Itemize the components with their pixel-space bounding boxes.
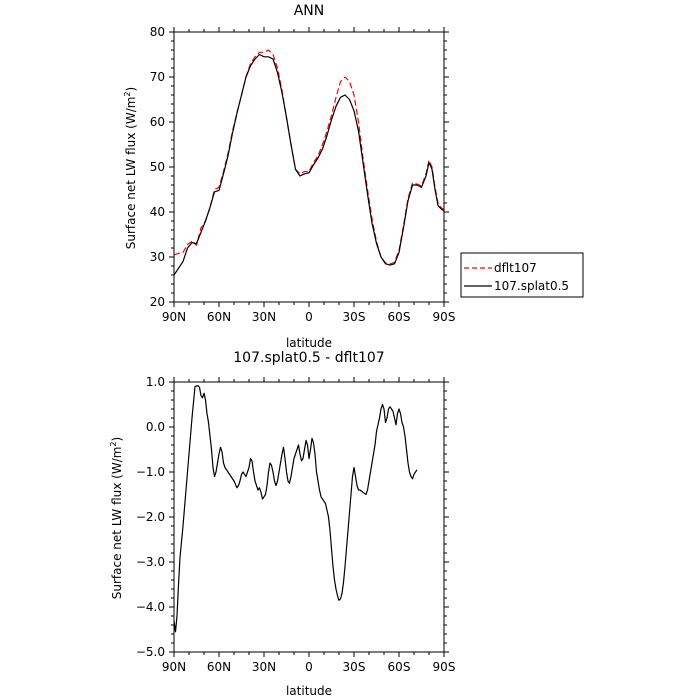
flux-chart-title: ANN bbox=[294, 3, 325, 19]
flux-chart-xtick-label: 90S bbox=[433, 310, 456, 324]
difference-chart-xtick-label: 30N bbox=[252, 660, 276, 674]
flux-chart-ytick-label: 60 bbox=[150, 115, 165, 129]
flux-chart-lines bbox=[173, 49, 445, 276]
flux-chart-legend: dflt107 107.splat0.5 bbox=[460, 252, 584, 298]
difference-chart-ylabel: Surface net LW flux (W/m2) bbox=[109, 437, 124, 599]
legend-label-dflt107: dflt107 bbox=[494, 261, 537, 275]
flux-chart-ylabel-close: ) bbox=[124, 87, 138, 92]
flux-chart-ytick-label: 70 bbox=[150, 70, 165, 84]
flux-chart-ylabel-main: Surface net LW flux (W/m bbox=[124, 97, 138, 250]
flux-chart-xlabel: latitude bbox=[286, 336, 332, 350]
flux-chart-ytick-label: 20 bbox=[150, 295, 165, 309]
difference-chart-ytick-label: 1.0 bbox=[146, 375, 165, 389]
flux-chart-xtick-label: 60N bbox=[207, 310, 231, 324]
difference-chart-xlabel: latitude bbox=[286, 684, 332, 698]
difference-chart-ylabel-superscript: 2 bbox=[109, 441, 118, 446]
difference-chart-ylabel-close: ) bbox=[110, 437, 124, 442]
flux-chart-frame bbox=[173, 31, 445, 303]
difference-chart-ytick-label: 0.0 bbox=[146, 420, 165, 434]
difference-chart-panel: 107.splat0.5 - dflt107 90N 60N 30N 0 30S 60S 9… bbox=[109, 350, 455, 698]
flux-chart-ylabel: Surface net LW flux (W/m2) bbox=[123, 87, 138, 249]
flux-chart-ylabel-superscript: 2 bbox=[123, 91, 132, 96]
difference-chart-xtick-label: 60S bbox=[388, 660, 411, 674]
flux-chart-ytick-label: 80 bbox=[150, 25, 165, 39]
difference-chart-xtick-label: 30S bbox=[343, 660, 366, 674]
difference-chart-ytick-label: −3.0 bbox=[136, 555, 165, 569]
flux-chart-series-line-107-splat0-5 bbox=[173, 53, 445, 276]
legend-label-splat: 107.splat0.5 bbox=[494, 279, 569, 293]
flux-chart-xtick-label: 30S bbox=[343, 310, 366, 324]
flux-chart-panel: ANN 90N 60N 30N 0 30S 60S 90S 20 30 40 50 60 70 80 la… bbox=[123, 3, 584, 350]
flux-chart-tick-labels: 90N 60N 30N 0 30S 60S 90S 20 30 40 50 60 70 80 bbox=[150, 25, 456, 324]
flux-chart-xtick-label: 0 bbox=[305, 310, 313, 324]
difference-chart-tick-labels: 90N 60N 30N 0 30S 60S 90S −5.0 −4.0 −3.0 −2.0 −1.0 0… bbox=[136, 375, 456, 674]
difference-chart-xtick-label: 90N bbox=[162, 660, 186, 674]
difference-chart-ytick-label: −2.0 bbox=[136, 510, 165, 524]
difference-chart-frame bbox=[173, 381, 445, 653]
flux-chart-ytick-label: 40 bbox=[150, 205, 165, 219]
difference-chart-lines bbox=[173, 385, 418, 633]
flux-chart-ytick-label: 30 bbox=[150, 250, 165, 264]
flux-chart-ytick-label: 50 bbox=[150, 160, 165, 174]
difference-chart-ytick-label: −4.0 bbox=[136, 600, 165, 614]
difference-chart-xtick-label: 0 bbox=[305, 660, 313, 674]
flux-chart-xtick-label: 90N bbox=[162, 310, 186, 324]
flux-chart-series-line-dflt107 bbox=[173, 49, 445, 265]
difference-chart-ytick-label: −1.0 bbox=[136, 465, 165, 479]
difference-chart-ytick-label: −5.0 bbox=[136, 645, 165, 659]
legend-box bbox=[460, 252, 584, 298]
difference-chart-xtick-label: 60N bbox=[207, 660, 231, 674]
difference-chart-ylabel-main: Surface net LW flux (W/m bbox=[110, 447, 124, 600]
difference-chart-title: 107.splat0.5 - dflt107 bbox=[233, 350, 384, 366]
difference-chart-xtick-label: 90S bbox=[433, 660, 456, 674]
flux-chart-xtick-label: 30N bbox=[252, 310, 276, 324]
flux-chart-xtick-label: 60S bbox=[388, 310, 411, 324]
difference-chart-series-line-difference bbox=[173, 385, 418, 633]
